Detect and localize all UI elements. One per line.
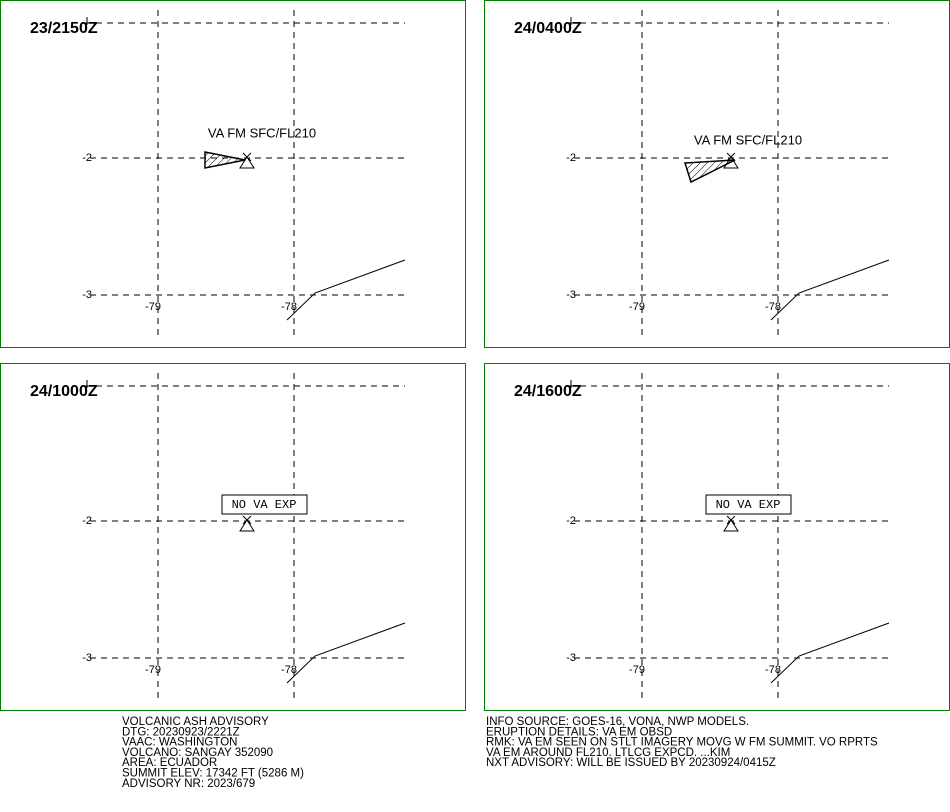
panel: -2 -3 -79 -78 24/1600Z NO VA EXP — [484, 363, 950, 711]
advisory-line: ERUPTION DETAILS: VA EM OBSD — [486, 726, 672, 738]
coastline — [770, 259, 890, 321]
cloud-label: VA FM SFC/FL210 — [208, 125, 316, 140]
advisory-line: DTG: 20230923/2221Z — [122, 726, 240, 738]
valid-time: 23/2150Z — [30, 20, 98, 37]
ash-cloud — [683, 159, 736, 184]
valid-time: 24/1600Z — [514, 383, 582, 400]
cloud-label: NO VA EXP — [232, 498, 297, 512]
advisory-line: VOLCANO: SANGAY 352090 — [122, 747, 273, 759]
lat-label: -3 — [82, 289, 92, 301]
panel-frame — [0, 363, 466, 711]
lon-label: -78 — [765, 664, 781, 676]
cloud-label: NO VA EXP — [716, 498, 781, 512]
advisory-line: INFO SOURCE: GOES-16, VONA, NWP MODELS. — [486, 716, 749, 728]
panel: -2 -3 -79 -78 24/1000Z NO VA EXP — [0, 363, 466, 711]
volcano-symbol — [239, 519, 255, 532]
lon-label: -78 — [281, 301, 297, 313]
lon-label: -78 — [765, 301, 781, 313]
lat-label: -2 — [82, 515, 92, 527]
panel: -2 -3 -79 -78 24/0400Z VA FM SFC/FL210 — [484, 0, 950, 348]
volcano-symbol — [723, 519, 739, 532]
lon-label: -79 — [145, 301, 161, 313]
panel-frame — [0, 0, 466, 348]
advisory-line: NXT ADVISORY: WILL BE ISSUED BY 20230924… — [486, 757, 776, 769]
lat-label: -2 — [82, 152, 92, 164]
coastline — [770, 622, 890, 684]
advisory-line: VAAC: WASHINGTON — [122, 737, 237, 749]
valid-time: 24/1000Z — [30, 383, 98, 400]
lat-label: -3 — [566, 652, 576, 664]
lat-label: -3 — [566, 289, 576, 301]
panel: -2 -3 -79 -78 23/2150Z VA FM SFC/FL210 — [0, 0, 466, 348]
lon-label: -79 — [629, 664, 645, 676]
lat-label: -2 — [566, 152, 576, 164]
lon-label: -78 — [281, 664, 297, 676]
advisory-line: SUMMIT ELEV: 17342 FT (5286 M) — [122, 768, 304, 780]
volcano-symbol — [239, 156, 255, 169]
lon-label: -79 — [145, 664, 161, 676]
label-box — [221, 494, 308, 515]
coastline — [286, 259, 406, 321]
volcano-symbol — [242, 515, 252, 525]
volcano-symbol — [726, 515, 736, 525]
advisory-line: VOLCANIC ASH ADVISORY — [122, 716, 269, 728]
advisory-line: VA EM AROUND FL210. LTLCG EXPCD. ...KIM — [486, 747, 730, 759]
ash-cloud — [204, 151, 246, 169]
lon-label: -79 — [629, 301, 645, 313]
advisory-line: RMK: VA EM SEEN ON STLT IMAGERY MOVG W F… — [486, 737, 878, 749]
lat-label: -2 — [566, 515, 576, 527]
valid-time: 24/0400Z — [514, 20, 582, 37]
cloud-label: VA FM SFC/FL210 — [694, 132, 802, 147]
advisory-line: ADVISORY NR: 2023/679 — [122, 778, 255, 790]
label-box — [705, 494, 792, 515]
lat-label: -3 — [82, 652, 92, 664]
advisory-line: AREA: ECUADOR — [122, 757, 217, 769]
coastline — [286, 622, 406, 684]
